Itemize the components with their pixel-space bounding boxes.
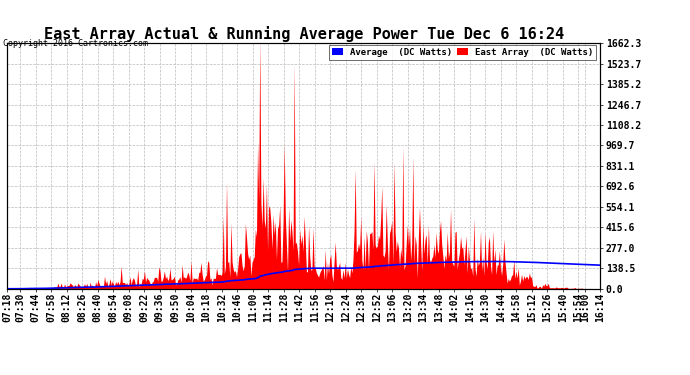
Title: East Array Actual & Running Average Power Tue Dec 6 16:24: East Array Actual & Running Average Powe… — [43, 26, 564, 42]
Legend: Average  (DC Watts), East Array  (DC Watts): Average (DC Watts), East Array (DC Watts… — [329, 45, 595, 60]
Text: Copyright 2016 Cartronics.com: Copyright 2016 Cartronics.com — [3, 39, 148, 48]
